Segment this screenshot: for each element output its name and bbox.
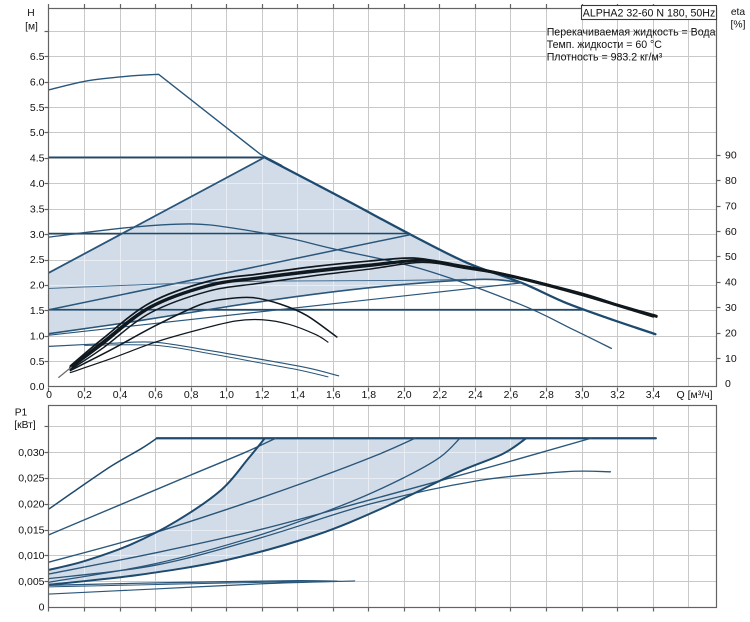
svg-text:2,0: 2,0 [397,389,412,401]
svg-text:0,2: 0,2 [77,389,92,401]
svg-text:3,2: 3,2 [610,389,625,401]
svg-text:3,0: 3,0 [575,389,590,401]
svg-text:0,010: 0,010 [18,550,44,562]
svg-text:P1: P1 [15,408,28,419]
svg-text:2,8: 2,8 [539,389,554,401]
svg-text:5.0: 5.0 [30,127,45,139]
svg-text:[%]: [%] [731,20,746,31]
svg-text:1.5: 1.5 [30,305,45,317]
svg-text:Плотность = 983.2 кг/м³: Плотность = 983.2 кг/м³ [547,51,663,63]
svg-text:3.0: 3.0 [30,229,45,241]
svg-text:Темп. жидкости = 60 °C: Темп. жидкости = 60 °C [547,39,663,51]
svg-text:0: 0 [46,389,52,401]
svg-text:3.5: 3.5 [30,203,45,215]
svg-text:0.5: 0.5 [30,356,45,368]
svg-text:Перекачиваемая жидкость = Вода: Перекачиваемая жидкость = Вода [547,26,716,38]
svg-text:4.0: 4.0 [30,178,45,190]
svg-text:4.5: 4.5 [30,153,45,165]
svg-text:20: 20 [725,327,737,339]
svg-text:1,4: 1,4 [290,389,305,401]
svg-text:1,8: 1,8 [362,389,377,401]
svg-text:90: 90 [725,150,737,162]
svg-text:0,015: 0,015 [18,524,44,536]
svg-text:2,2: 2,2 [433,389,448,401]
svg-text:6.0: 6.0 [30,76,45,88]
svg-text:0: 0 [725,378,731,390]
svg-text:0.0: 0.0 [30,381,45,393]
svg-text:0,020: 0,020 [18,499,44,511]
svg-text:2.5: 2.5 [30,254,45,266]
svg-text:[кВт]: [кВт] [14,420,36,431]
svg-text:0,030: 0,030 [18,447,44,459]
svg-text:70: 70 [725,200,737,212]
svg-text:1,2: 1,2 [255,389,270,401]
svg-text:[м]: [м] [25,22,38,33]
svg-text:0,4: 0,4 [113,389,128,401]
svg-text:6.5: 6.5 [30,51,45,63]
svg-text:30: 30 [725,302,737,314]
svg-text:0,6: 0,6 [148,389,163,401]
svg-text:60: 60 [725,226,737,238]
svg-text:1,0: 1,0 [219,389,234,401]
svg-text:40: 40 [725,277,737,289]
svg-text:eta: eta [731,7,746,18]
svg-text:2,6: 2,6 [504,389,519,401]
svg-text:0,025: 0,025 [18,473,44,485]
svg-text:H: H [27,8,34,19]
svg-text:2,4: 2,4 [468,389,483,401]
svg-text:50: 50 [725,251,737,263]
svg-text:5.5: 5.5 [30,102,45,114]
svg-text:0: 0 [39,602,45,614]
svg-text:2.0: 2.0 [30,280,45,292]
svg-text:1,6: 1,6 [326,389,341,401]
svg-text:ALPHA2 32-60 N 180, 50Hz: ALPHA2 32-60 N 180, 50Hz [583,7,716,19]
svg-text:Q [м³/ч]: Q [м³/ч] [676,389,712,401]
svg-text:0,8: 0,8 [184,389,199,401]
svg-text:3,4: 3,4 [646,389,661,401]
svg-text:80: 80 [725,175,737,187]
svg-text:0,005: 0,005 [18,576,44,588]
svg-text:10: 10 [725,353,737,365]
svg-text:1.0: 1.0 [30,330,45,342]
